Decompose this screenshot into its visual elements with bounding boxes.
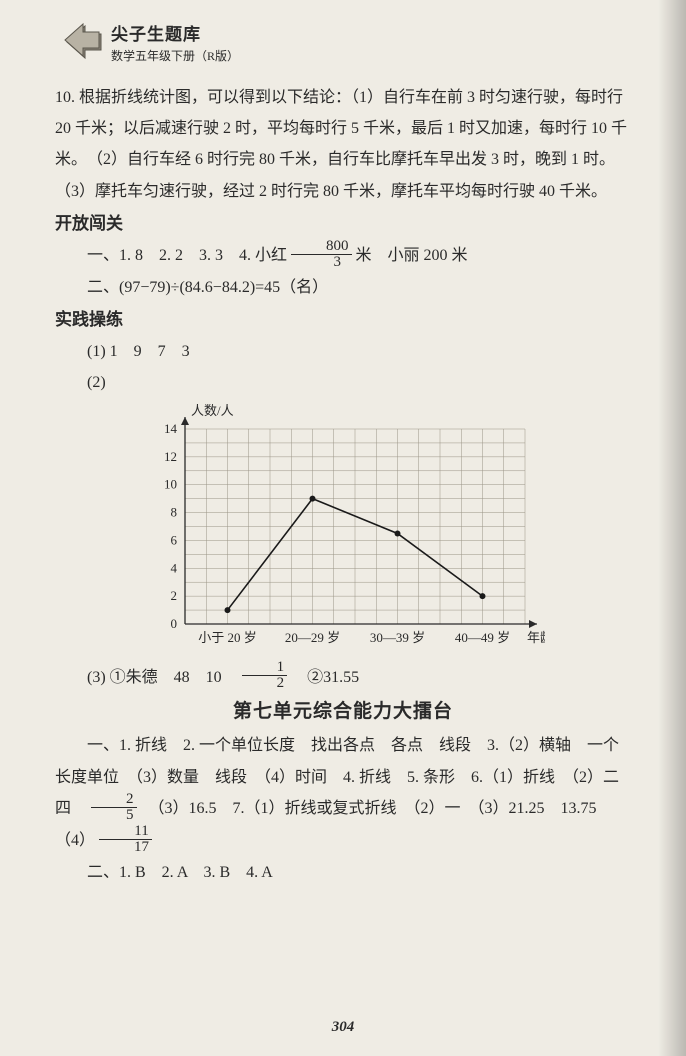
svg-text:10: 10 bbox=[164, 477, 177, 492]
book-subtitle: 数学五年级下册（R版） bbox=[111, 47, 239, 64]
book-title: 尖子生题库 bbox=[111, 20, 239, 45]
svg-text:30—39 岁: 30—39 岁 bbox=[370, 630, 425, 644]
svg-text:0: 0 bbox=[171, 616, 178, 631]
svg-text:人数/人: 人数/人 bbox=[191, 404, 234, 418]
answer-line: (1) 1 9 7 3 bbox=[55, 336, 631, 367]
section-heading: 实践操练 bbox=[55, 303, 631, 336]
denominator: 17 bbox=[99, 840, 152, 855]
answer-line: (2) bbox=[55, 367, 631, 398]
svg-text:小于 20 岁: 小于 20 岁 bbox=[198, 630, 257, 644]
fraction: 800 3 bbox=[291, 239, 352, 270]
denominator: 2 bbox=[242, 676, 288, 691]
svg-text:12: 12 bbox=[164, 449, 177, 464]
header-text: 尖子生题库 数学五年级下册（R版） bbox=[111, 20, 239, 64]
page-shadow bbox=[658, 0, 686, 1056]
text: (3) ①朱德 48 10 bbox=[87, 669, 238, 686]
page: 尖子生题库 数学五年级下册（R版） 10. 根据折线统计图，可以得到以下结论：（… bbox=[0, 0, 686, 1056]
fraction: 1 2 bbox=[242, 660, 288, 691]
svg-text:14: 14 bbox=[164, 421, 178, 436]
paragraph-10: 10. 根据折线统计图，可以得到以下结论：（1）自行车在前 3 时匀速行驶，每时… bbox=[55, 82, 631, 207]
denominator: 3 bbox=[291, 255, 352, 270]
arrow-icon bbox=[55, 20, 103, 64]
answer-line: 二、(97−79)÷(84.6−84.2)=45（名） bbox=[55, 272, 631, 303]
svg-text:年龄: 年龄 bbox=[527, 630, 545, 644]
fraction: 11 17 bbox=[99, 824, 152, 855]
chart-svg: 0 2 4 6 8 10 12 14 小于 20 岁 20—29 岁 30—39 岁 40—49 岁 人… bbox=[145, 404, 545, 644]
numerator: 800 bbox=[291, 239, 352, 255]
svg-text:6: 6 bbox=[171, 533, 178, 548]
svg-text:20—29 岁: 20—29 岁 bbox=[285, 630, 340, 644]
line-chart: 0 2 4 6 8 10 12 14 小于 20 岁 20—29 岁 30—39 岁 40—49 岁 人… bbox=[145, 404, 631, 655]
svg-text:2: 2 bbox=[171, 589, 178, 604]
unit-title: 第七单元综合能力大擂台 bbox=[55, 693, 631, 730]
page-header: 尖子生题库 数学五年级下册（R版） bbox=[55, 20, 631, 64]
text: 米 小丽 200 米 bbox=[356, 247, 468, 264]
svg-text:4: 4 bbox=[171, 561, 178, 576]
denominator: 5 bbox=[91, 808, 137, 823]
section-heading: 开放闯关 bbox=[55, 207, 631, 240]
answer-line: (3) ①朱德 48 10 1 2 ②31.55 bbox=[55, 662, 631, 694]
numerator: 1 bbox=[242, 660, 288, 676]
text: ②31.55 bbox=[291, 669, 359, 686]
answer-line: 一、1. 折线 2. 一个单位长度 找出各点 各点 线段 3.（2）横轴 一个长… bbox=[55, 730, 631, 856]
answer-line: 二、1. B 2. A 3. B 4. A bbox=[55, 857, 631, 888]
fraction: 2 5 bbox=[91, 792, 137, 823]
text: 一、1. 8 2. 2 3. 3 4. 小红 bbox=[87, 247, 287, 264]
answer-line: 一、1. 8 2. 2 3. 3 4. 小红 800 3 米 小丽 200 米 bbox=[55, 240, 631, 272]
svg-text:8: 8 bbox=[171, 505, 178, 520]
numerator: 11 bbox=[99, 824, 152, 840]
numerator: 2 bbox=[91, 792, 137, 808]
content: 10. 根据折线统计图，可以得到以下结论：（1）自行车在前 3 时匀速行驶，每时… bbox=[55, 82, 631, 888]
svg-text:40—49 岁: 40—49 岁 bbox=[455, 630, 510, 644]
page-number: 304 bbox=[0, 1019, 686, 1036]
